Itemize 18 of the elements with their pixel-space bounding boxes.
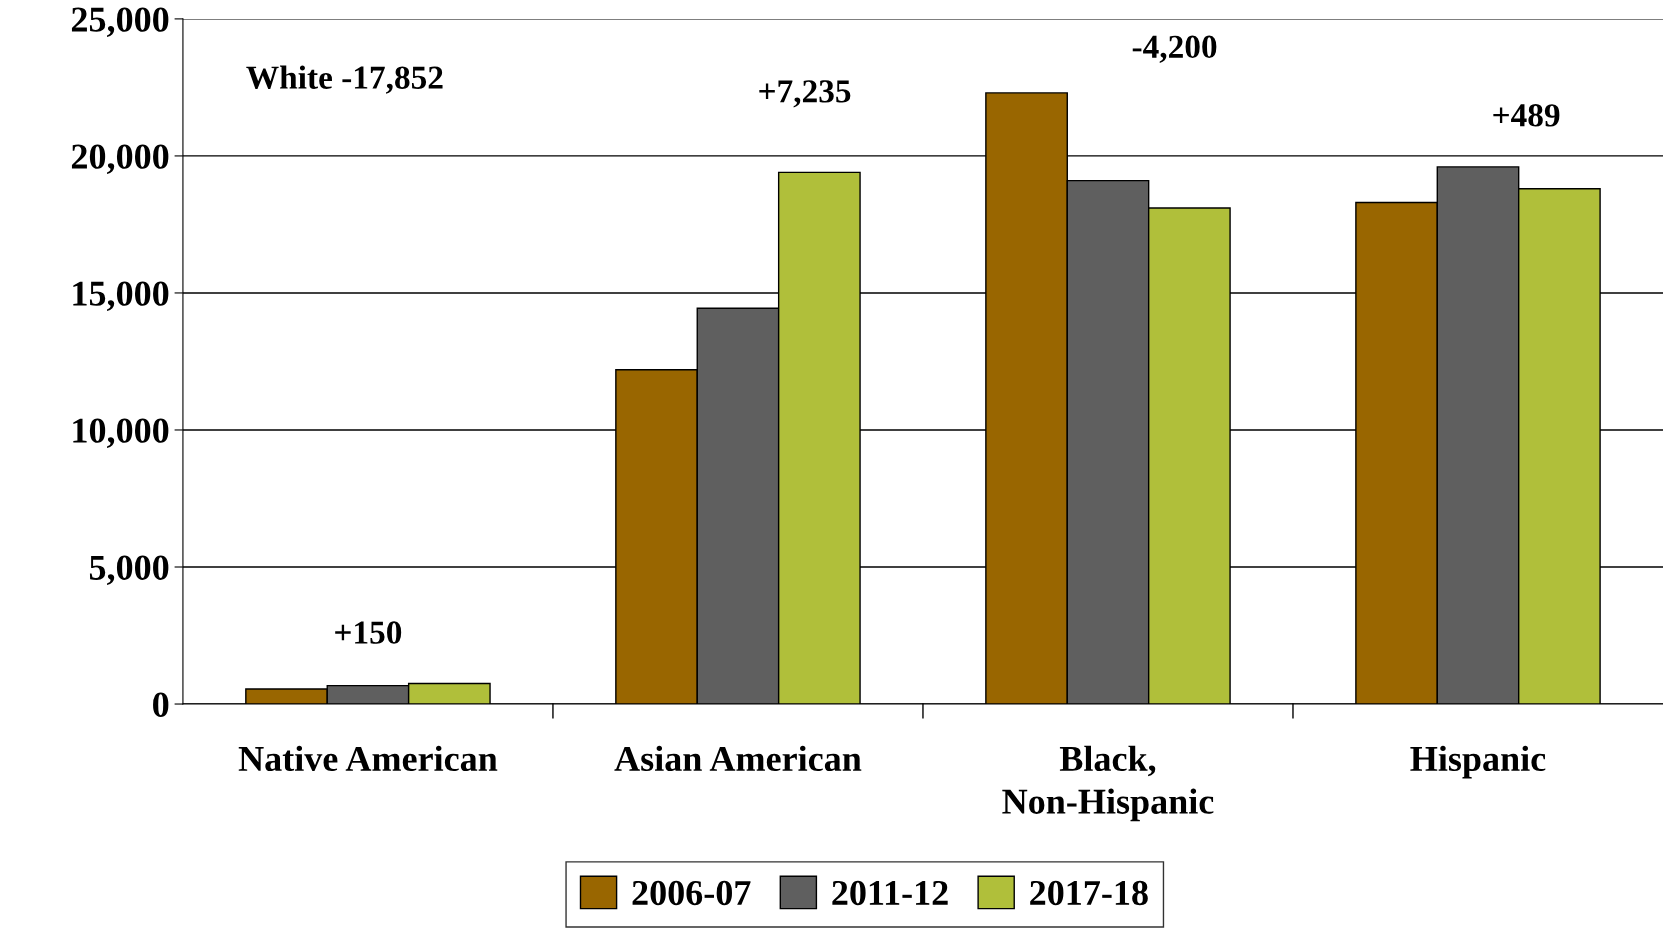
annotation: +489: [1493, 104, 1560, 127]
x-tick-label: Hispanic: [1410, 745, 1546, 779]
x-tick-label: Native American: [238, 745, 498, 772]
legend-label: 2006-07: [632, 880, 751, 906]
annotation: White -17,852: [246, 65, 443, 94]
x-tick-label: Black, Non-Hispanic: [1002, 745, 1214, 822]
y-tick-label: 25,000: [71, 7, 169, 38]
legend-label: 2017-18: [1030, 880, 1148, 906]
annotation: +150: [335, 621, 402, 644]
x-tick-label: Asian American: [614, 745, 862, 772]
y-tick-label: 20,000: [71, 144, 169, 175]
annotation: -4,200: [1132, 35, 1217, 63]
y-tick-label: 15,000: [73, 281, 169, 312]
annotation: +7,235: [759, 80, 851, 108]
y-tick-label: 10,000: [73, 418, 169, 449]
y-tick-label: 5,000: [89, 555, 169, 586]
legend-label: 2011-12: [832, 880, 948, 906]
y-tick-label: 0: [153, 692, 169, 717]
